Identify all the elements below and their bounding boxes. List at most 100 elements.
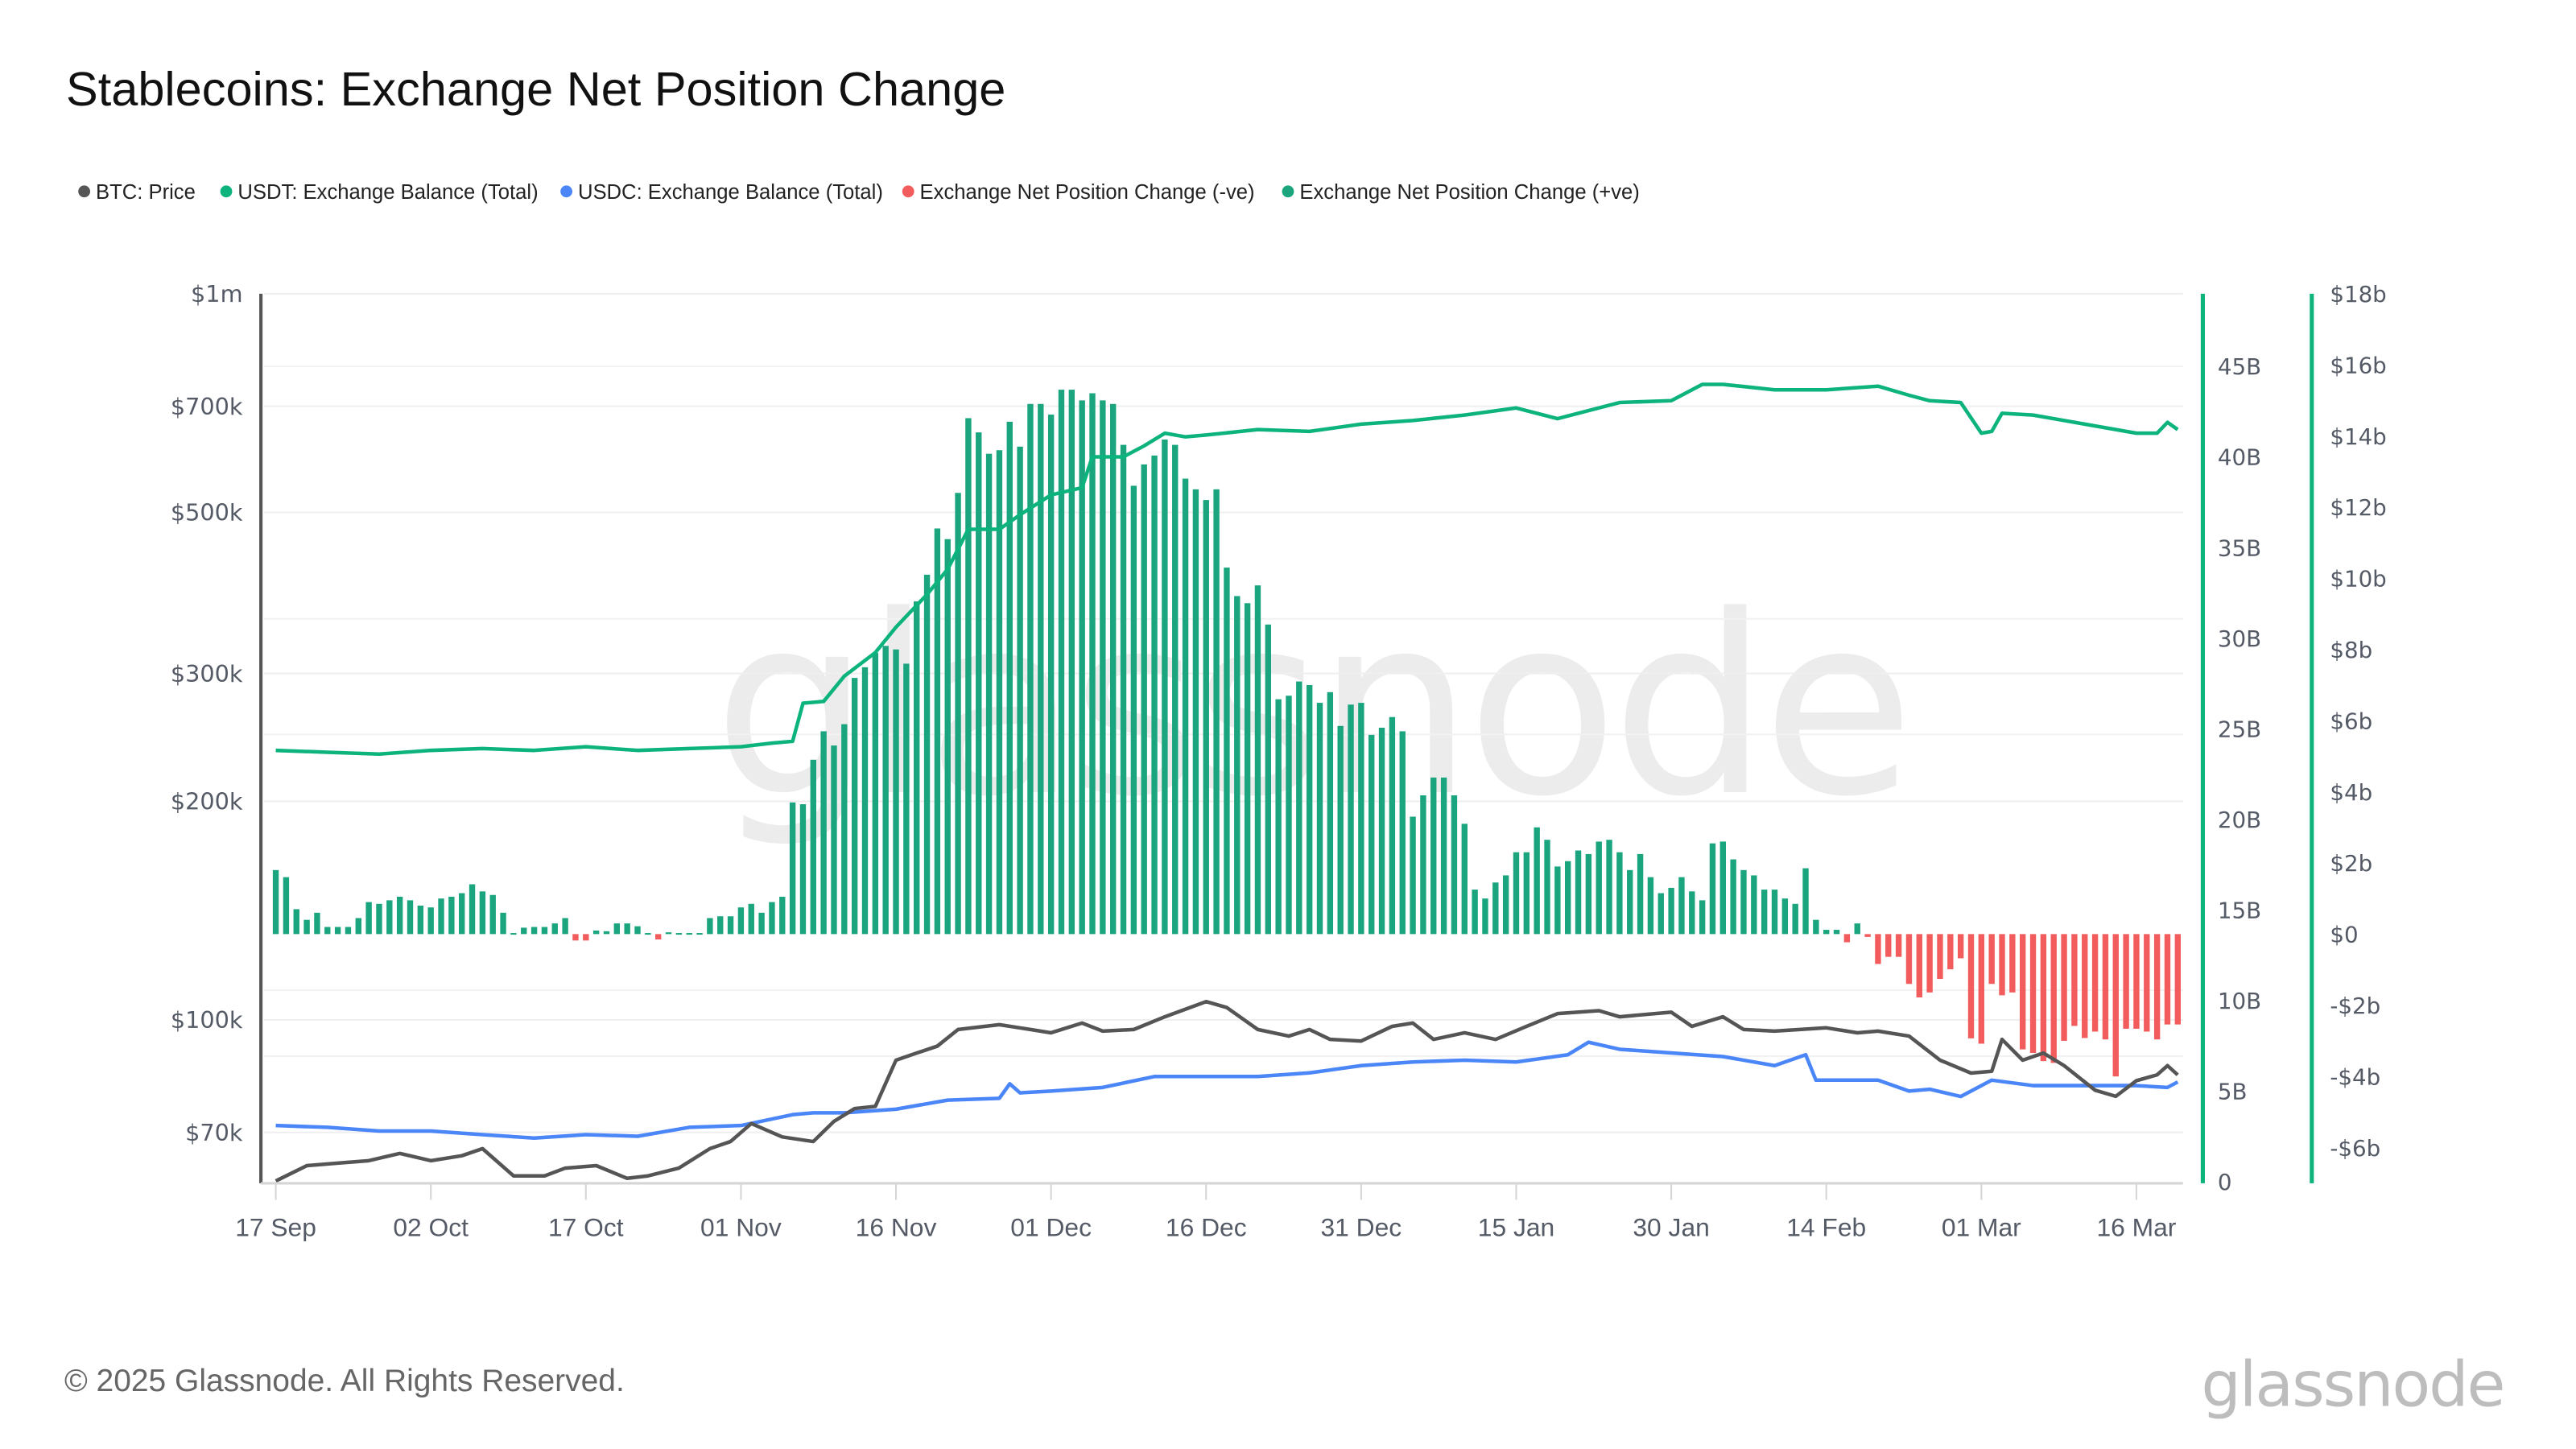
net-position-bar-positive <box>707 918 713 935</box>
net-position-bar-negative <box>2061 934 2067 1041</box>
net-position-bar-positive <box>479 891 486 935</box>
net-position-bar-positive <box>769 902 775 935</box>
net-position-bar-negative <box>1967 934 1975 1038</box>
net-position-bar-positive <box>303 919 310 935</box>
net-position-bar-negative <box>1875 934 1881 964</box>
net-position-bar-positive <box>1399 731 1406 935</box>
net-position-bar-positive <box>1771 890 1778 935</box>
net-position-bar-positive <box>1668 887 1674 935</box>
net-position-bar-positive <box>613 923 621 935</box>
net-position-bar-positive <box>1781 898 1789 935</box>
net-position-bar-positive <box>1461 824 1468 935</box>
net-position-bar-positive <box>1492 882 1499 935</box>
net-position-bar-positive <box>645 933 651 935</box>
net-position-bar-negative <box>1905 934 1913 985</box>
net-position-bar-positive <box>1130 485 1137 935</box>
net-position-bar-positive <box>489 894 496 935</box>
balance-axis-tick-label: 10B <box>2218 988 2261 1014</box>
net-position-bar-negative <box>1926 934 1933 993</box>
net-position-bar-positive <box>686 933 692 935</box>
net-position-bar-positive <box>541 927 548 935</box>
net-position-bar-positive <box>1596 841 1602 935</box>
usdc-balance-line <box>275 1040 2179 1141</box>
net-position-bar-positive <box>1813 919 1819 935</box>
net-position-bar-positive <box>293 909 299 935</box>
net-position-bar-positive <box>1730 859 1736 935</box>
net-change-axis-tick-label: -$2b <box>2330 993 2380 1019</box>
net-change-axis-tick-label: $2b <box>2330 850 2372 877</box>
net-position-bar-positive <box>1534 827 1540 935</box>
net-position-bar-positive <box>789 802 796 935</box>
net-position-bar-positive <box>675 933 683 935</box>
net-position-bar-positive <box>1047 415 1055 935</box>
net-change-axis-tick-label: -$4b <box>2330 1063 2380 1090</box>
net-position-bar-positive <box>1523 852 1530 935</box>
net-position-bar-positive <box>530 927 538 935</box>
net-position-bar-positive <box>1296 681 1302 935</box>
net-position-bar-negative <box>2040 934 2047 1062</box>
net-change-axis-tick-label: $10b <box>2330 566 2386 592</box>
net-position-bar-positive <box>1100 400 1106 935</box>
x-axis-tick-label: 01 Nov <box>700 1213 782 1242</box>
net-position-bar-positive <box>820 731 827 935</box>
net-position-bar-positive <box>365 902 372 935</box>
legend-label: USDT: Exchange Balance (Total) <box>237 181 538 204</box>
legend-label: BTC: Price <box>96 181 196 204</box>
x-axis-tick-label: 02 Oct <box>393 1213 469 1242</box>
net-position-bar-negative <box>2112 934 2119 1077</box>
usdt-balance-line <box>275 382 2179 756</box>
net-position-bar-positive <box>1451 795 1458 935</box>
net-position-bar-negative <box>572 934 579 941</box>
net-position-bar-positive <box>737 907 745 935</box>
net-position-bar-negative <box>2174 934 2182 1025</box>
net-position-bar-negative <box>1895 934 1902 957</box>
net-position-bar-positive <box>386 900 393 935</box>
net-position-bar-positive <box>1079 400 1085 935</box>
net-position-bar-positive <box>459 893 465 935</box>
net-position-bar-positive <box>976 432 982 935</box>
net-position-bar-positive <box>861 667 869 935</box>
net-position-bar-negative <box>2133 934 2140 1029</box>
net-position-bar-negative <box>1864 934 1871 937</box>
net-position-bar-positive <box>1554 866 1561 935</box>
net-position-bar-positive <box>1740 869 1747 935</box>
balance-axis-tick-label: 40B <box>2218 444 2261 471</box>
net-position-bar-positive <box>1389 716 1396 935</box>
glassnode-logo: glassnode <box>2201 1349 2504 1422</box>
net-position-bar-positive <box>996 450 1003 935</box>
net-position-bar-negative <box>654 934 662 939</box>
net-position-bar-positive <box>1368 734 1375 935</box>
net-position-bar-positive <box>1699 900 1706 935</box>
net-position-bar-positive <box>1109 403 1117 935</box>
net-position-bar-positive <box>923 574 931 935</box>
net-position-bar-positive <box>1544 840 1550 935</box>
net-position-bar-positive <box>1378 728 1385 935</box>
balance-axis-tick-label: 5B <box>2218 1079 2248 1105</box>
net-position-bar-positive <box>1792 903 1798 935</box>
net-position-bar-positive <box>1120 444 1127 935</box>
net-position-bar-positive <box>696 933 703 935</box>
net-change-axis-tick-label: $8b <box>2330 637 2372 663</box>
balance-axis-tick-label: 35B <box>2218 535 2261 561</box>
net-position-bar-positive <box>779 896 786 935</box>
net-position-bar-positive <box>1802 868 1809 935</box>
net-position-bar-negative <box>2071 934 2078 1026</box>
net-position-bar-positive <box>934 528 941 935</box>
net-position-bar-positive <box>1254 585 1261 935</box>
gridlines <box>264 292 2183 1133</box>
net-position-bar-positive <box>448 896 455 935</box>
copyright-footer: © 2025 Glassnode. All Rights Reserved. <box>64 1364 625 1398</box>
net-position-bar-positive <box>396 896 403 935</box>
net-position-bar-negative <box>1843 934 1851 943</box>
net-position-bar-positive <box>1213 489 1220 935</box>
net-position-bar-positive <box>944 539 951 935</box>
net-change-axis-tick-label: $0 <box>2330 922 2358 948</box>
net-change-axis-tick-label: $12b <box>2330 494 2386 521</box>
x-axis-tick-label: 01 Mar <box>1942 1213 2021 1242</box>
net-position-bar-positive <box>872 653 879 935</box>
net-position-bar-positive <box>521 927 527 935</box>
net-position-bar-positive <box>1286 696 1292 935</box>
net-position-bar-positive <box>427 907 434 935</box>
net-position-bars <box>272 390 2182 1077</box>
net-position-bar-positive <box>1472 890 1478 935</box>
